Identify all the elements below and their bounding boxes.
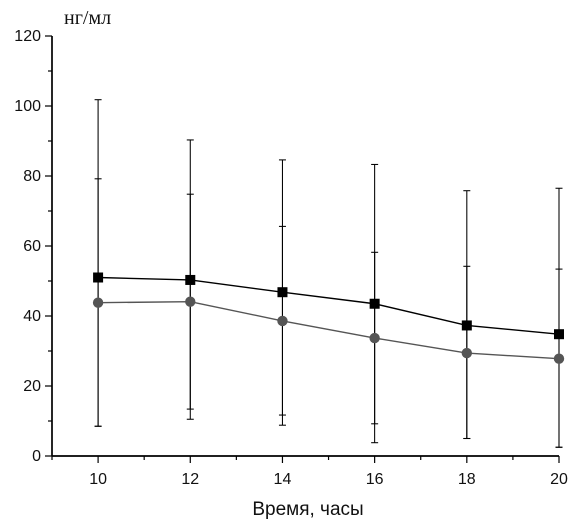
series-2-circle-marker: [461, 347, 473, 359]
axes-layer: 0 20 40 60 80 100 120 10 12 14 16 18 20: [14, 28, 568, 488]
y-tick-label: 20: [23, 378, 41, 395]
series-1-line: [98, 276, 560, 335]
y-tick-label: 80: [23, 168, 41, 185]
series-1-square-marker: [554, 329, 564, 340]
series-2-circle-marker: [92, 297, 104, 308]
x-tick-label: 20: [550, 471, 568, 488]
series-layer: [92, 272, 565, 364]
series-2-circle-marker: [369, 332, 380, 344]
series-1-square-marker: [461, 320, 472, 331]
error-bars-layer: [94, 99, 563, 448]
series-2-circle-marker: [277, 315, 288, 327]
y-tick-label: 0: [32, 448, 41, 465]
series-1-square-marker: [185, 274, 196, 285]
series-2-circle-marker: [553, 353, 565, 364]
series-2-circle-marker: [185, 296, 196, 307]
x-axis-title: Время, часы: [252, 499, 363, 520]
x-tick-label: 18: [458, 471, 476, 488]
y-tick-label: 60: [23, 238, 41, 255]
series-1-square-marker: [369, 298, 380, 309]
y-tick-label: 120: [14, 28, 41, 45]
y-tick-label: 40: [23, 308, 41, 325]
y-tick-label: 100: [14, 98, 41, 115]
labels-layer: нг/мл Время, часы: [64, 7, 364, 520]
y-axis-title: нг/мл: [64, 7, 111, 29]
series-1-square-marker: [93, 272, 104, 283]
series-1-square-marker: [277, 287, 288, 298]
x-tick-label: 10: [89, 471, 107, 488]
x-tick-label: 12: [181, 471, 199, 488]
series-2-line: [98, 300, 560, 360]
x-tick-label: 14: [274, 471, 292, 488]
x-tick-label: 16: [366, 471, 384, 488]
